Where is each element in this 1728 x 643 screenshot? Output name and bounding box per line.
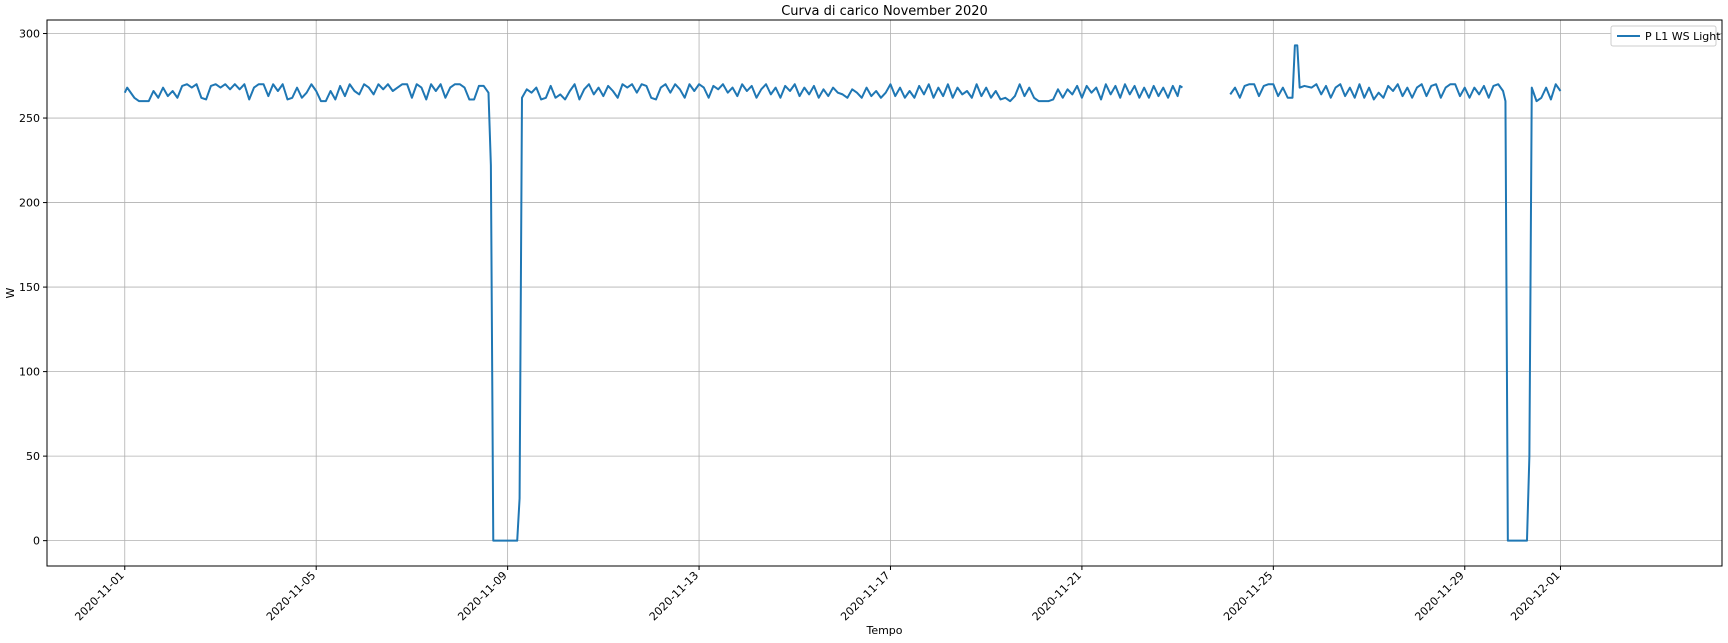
x-axis-title: Tempo xyxy=(865,624,902,637)
y-axis: 0 50 100 150 200 250 300 xyxy=(19,28,47,548)
x-tick-label: 2020-12-01 xyxy=(1508,569,1562,623)
x-tick-label: 2020-11-17 xyxy=(838,569,892,623)
x-tick-label: 2020-11-25 xyxy=(1221,569,1275,623)
x-axis: 2020-11-01 2020-11-05 2020-11-09 2020-11-13… xyxy=(72,566,1563,623)
y-tick-label: 150 xyxy=(19,281,40,294)
legend-label: P L1 WS Light xyxy=(1645,30,1721,43)
legend: P L1 WS Light xyxy=(1610,25,1721,47)
x-tick-label: 2020-11-21 xyxy=(1030,569,1084,623)
y-tick-label: 50 xyxy=(26,450,40,463)
grid xyxy=(47,20,1722,566)
y-tick-label: 200 xyxy=(19,197,40,210)
x-tick-label: 2020-11-09 xyxy=(455,569,509,623)
y-tick-label: 100 xyxy=(19,366,40,379)
chart-title: Curva di carico November 2020 xyxy=(781,4,988,19)
x-tick-label: 2020-11-29 xyxy=(1412,569,1466,623)
legend-box xyxy=(1610,25,1717,47)
x-tick-label: 2020-11-13 xyxy=(647,569,701,623)
y-tick-label: 300 xyxy=(19,28,40,41)
y-tick-label: 250 xyxy=(19,112,40,125)
x-tick-label: 2020-11-01 xyxy=(72,569,126,623)
x-tick-label: 2020-11-05 xyxy=(264,569,318,623)
y-tick-label: 0 xyxy=(33,535,40,548)
series-line xyxy=(1229,44,1562,542)
y-axis-title: W xyxy=(4,287,17,298)
series-layer xyxy=(123,44,1562,542)
series-line xyxy=(123,83,1183,542)
plot-frame xyxy=(46,19,1723,567)
